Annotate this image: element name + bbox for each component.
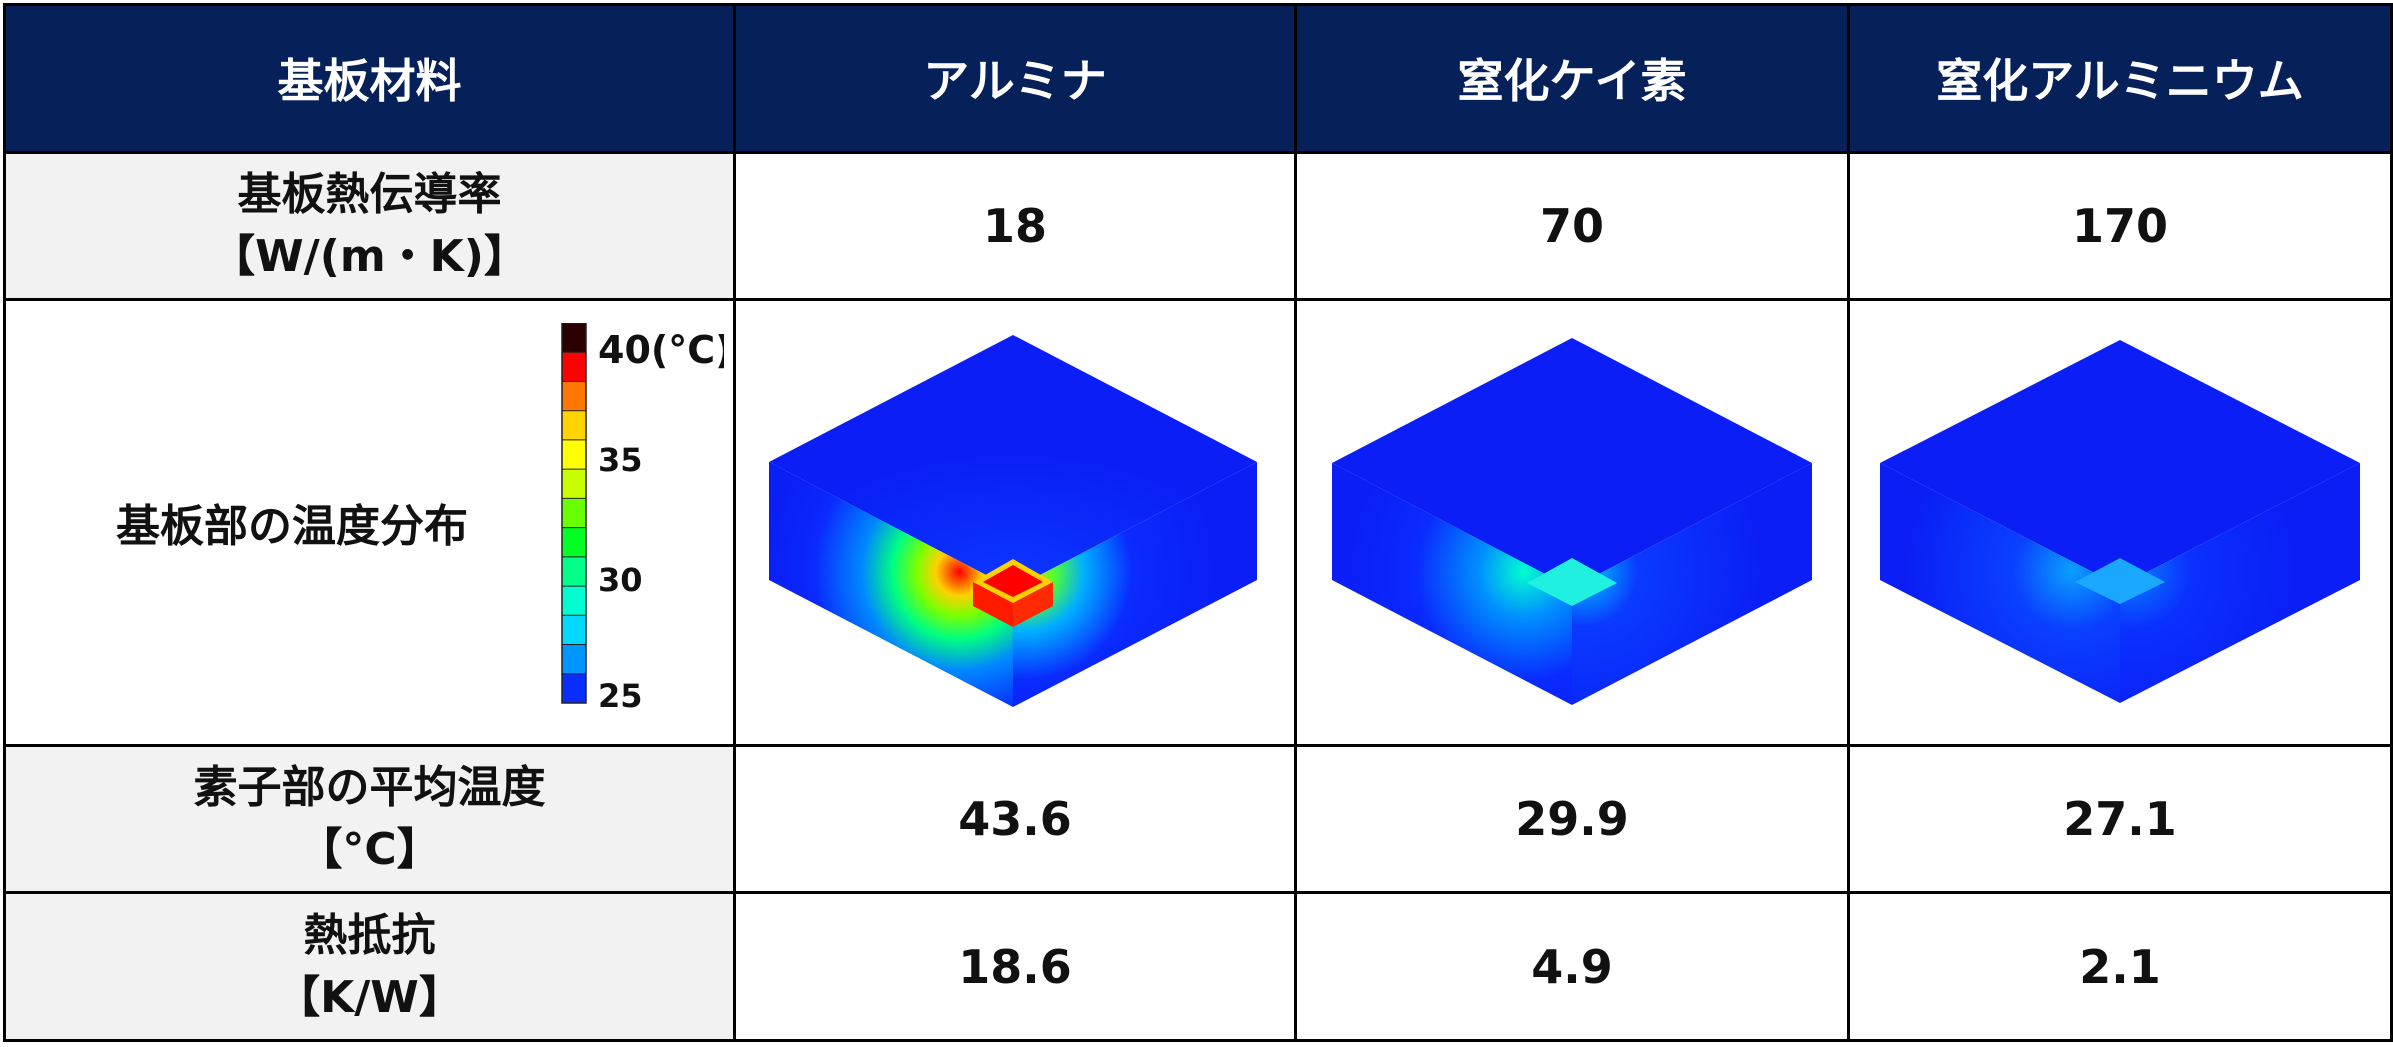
distribution-label-cell: 基板部の温度分布 40(°C) 35 30 25: [3, 298, 736, 747]
header-aluminum-nitride: 窒化アルミニウム: [1847, 3, 2393, 154]
legend-swatch: [562, 615, 586, 646]
thermal-resistance-label-line1: 熱抵抗: [303, 909, 436, 961]
legend-swatch: [562, 381, 586, 412]
legend-swatch: [562, 586, 586, 617]
aluminum-nitride-distribution-cell: [1847, 298, 2393, 747]
thermal-resistance-label: 熱抵抗 【K/W】: [3, 891, 736, 1042]
silicon-nitride-distribution-cell: [1294, 298, 1850, 747]
legend-swatch: [562, 323, 586, 354]
legend-swatch: [562, 411, 586, 441]
element-temp-alumina: 43.6: [733, 743, 1297, 895]
legend-swatch: [562, 644, 586, 675]
distribution-row: 基板部の温度分布 40(°C) 35 30 25: [3, 298, 2393, 747]
conductivity-label: 基板熱伝導率 【W/(m・K)】: [3, 150, 736, 302]
header-alumina: アルミナ: [733, 3, 1297, 154]
conductivity-label-line2: 【W/(m・K)】: [211, 231, 528, 283]
legend-color-bar: [562, 323, 586, 704]
element-temp-aluminum-nitride: 27.1: [1847, 743, 2393, 895]
legend-swatch: [562, 498, 586, 529]
legend-swatch: [562, 528, 586, 558]
alumina-distribution-cell: [733, 298, 1297, 747]
thermal-resistance-aluminum-nitride: 2.1: [1847, 891, 2393, 1042]
temperature-legend: 40(°C) 35 30 25: [554, 322, 733, 723]
element-temp-label: 素子部の平均温度 【°C】: [3, 743, 736, 895]
aluminum-nitride-temperature-image: [1880, 339, 2360, 703]
conductivity-silicon-nitride: 70: [1294, 150, 1850, 302]
element-temp-silicon-nitride: 29.9: [1294, 743, 1850, 895]
header-material: 基板材料: [3, 3, 736, 154]
thermal-resistance-silicon-nitride: 4.9: [1294, 891, 1850, 1042]
thermal-resistance-alumina: 18.6: [733, 891, 1297, 1042]
silicon-nitride-temperature-image: [1332, 337, 1812, 705]
distribution-label: 基板部の温度分布: [116, 501, 468, 553]
legend-unit: 40(°C): [598, 328, 724, 372]
header-row: 基板材料 アルミナ 窒化ケイ素 窒化アルミニウム: [3, 3, 2393, 154]
conductivity-label-line1: 基板熱伝導率: [237, 169, 502, 221]
legend-swatch: [562, 469, 586, 500]
legend-swatch: [562, 352, 586, 383]
legend-tick-30: 30: [598, 561, 643, 599]
conductivity-alumina: 18: [733, 150, 1297, 302]
thermal-resistance-label-line2: 【K/W】: [276, 971, 463, 1023]
element-temp-label-line2: 【°C】: [298, 823, 441, 875]
header-silicon-nitride: 窒化ケイ素: [1294, 3, 1850, 154]
conductivity-aluminum-nitride: 170: [1847, 150, 2393, 302]
element-temp-row: 素子部の平均温度 【°C】 43.6 29.9 27.1: [3, 743, 2393, 895]
element-temp-label-line1: 素子部の平均温度: [193, 761, 546, 813]
comparison-table: 基板材料 アルミナ 窒化ケイ素 窒化アルミニウム 基板熱伝導率 【W/(m・K)…: [3, 3, 2393, 1042]
legend-swatch: [562, 674, 586, 704]
legend-tick-35: 35: [598, 441, 643, 479]
legend-swatch: [562, 440, 586, 471]
legend-tick-25: 25: [598, 677, 643, 715]
thermal-resistance-row: 熱抵抗 【K/W】 18.6 4.9 2.1: [3, 891, 2393, 1042]
conductivity-row: 基板熱伝導率 【W/(m・K)】 18 70 170: [3, 150, 2393, 302]
alumina-temperature-image: [769, 335, 1257, 708]
legend-swatch: [562, 557, 586, 587]
